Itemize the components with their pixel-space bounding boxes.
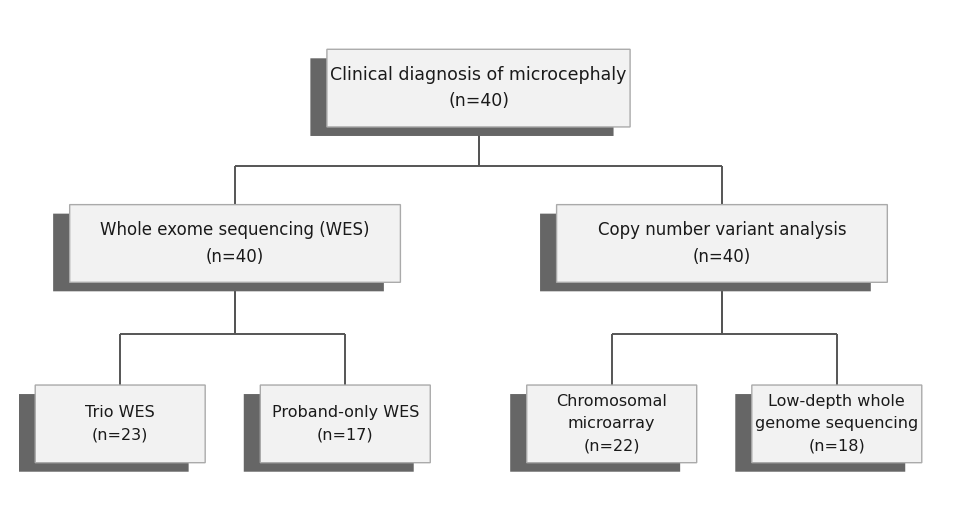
FancyBboxPatch shape (244, 394, 413, 472)
Text: Whole exome sequencing (WES)
(n=40): Whole exome sequencing (WES) (n=40) (100, 221, 369, 266)
FancyBboxPatch shape (54, 213, 384, 291)
FancyBboxPatch shape (327, 49, 630, 127)
FancyBboxPatch shape (526, 385, 697, 462)
FancyBboxPatch shape (260, 385, 431, 462)
Text: Chromosomal
microarray
(n=22): Chromosomal microarray (n=22) (556, 394, 667, 454)
FancyBboxPatch shape (540, 213, 871, 291)
Text: Trio WES
(n=23): Trio WES (n=23) (85, 405, 155, 443)
Text: Low-depth whole
genome sequencing
(n=18): Low-depth whole genome sequencing (n=18) (755, 394, 919, 454)
Text: Clinical diagnosis of microcephaly
(n=40): Clinical diagnosis of microcephaly (n=40… (330, 66, 627, 110)
FancyBboxPatch shape (310, 58, 613, 136)
Text: Proband-only WES
(n=17): Proband-only WES (n=17) (272, 405, 419, 443)
FancyBboxPatch shape (510, 394, 680, 472)
FancyBboxPatch shape (557, 205, 887, 282)
Text: Copy number variant analysis
(n=40): Copy number variant analysis (n=40) (598, 221, 846, 266)
FancyBboxPatch shape (752, 385, 922, 462)
FancyBboxPatch shape (35, 385, 205, 462)
FancyBboxPatch shape (735, 394, 905, 472)
FancyBboxPatch shape (19, 394, 189, 472)
FancyBboxPatch shape (70, 205, 400, 282)
